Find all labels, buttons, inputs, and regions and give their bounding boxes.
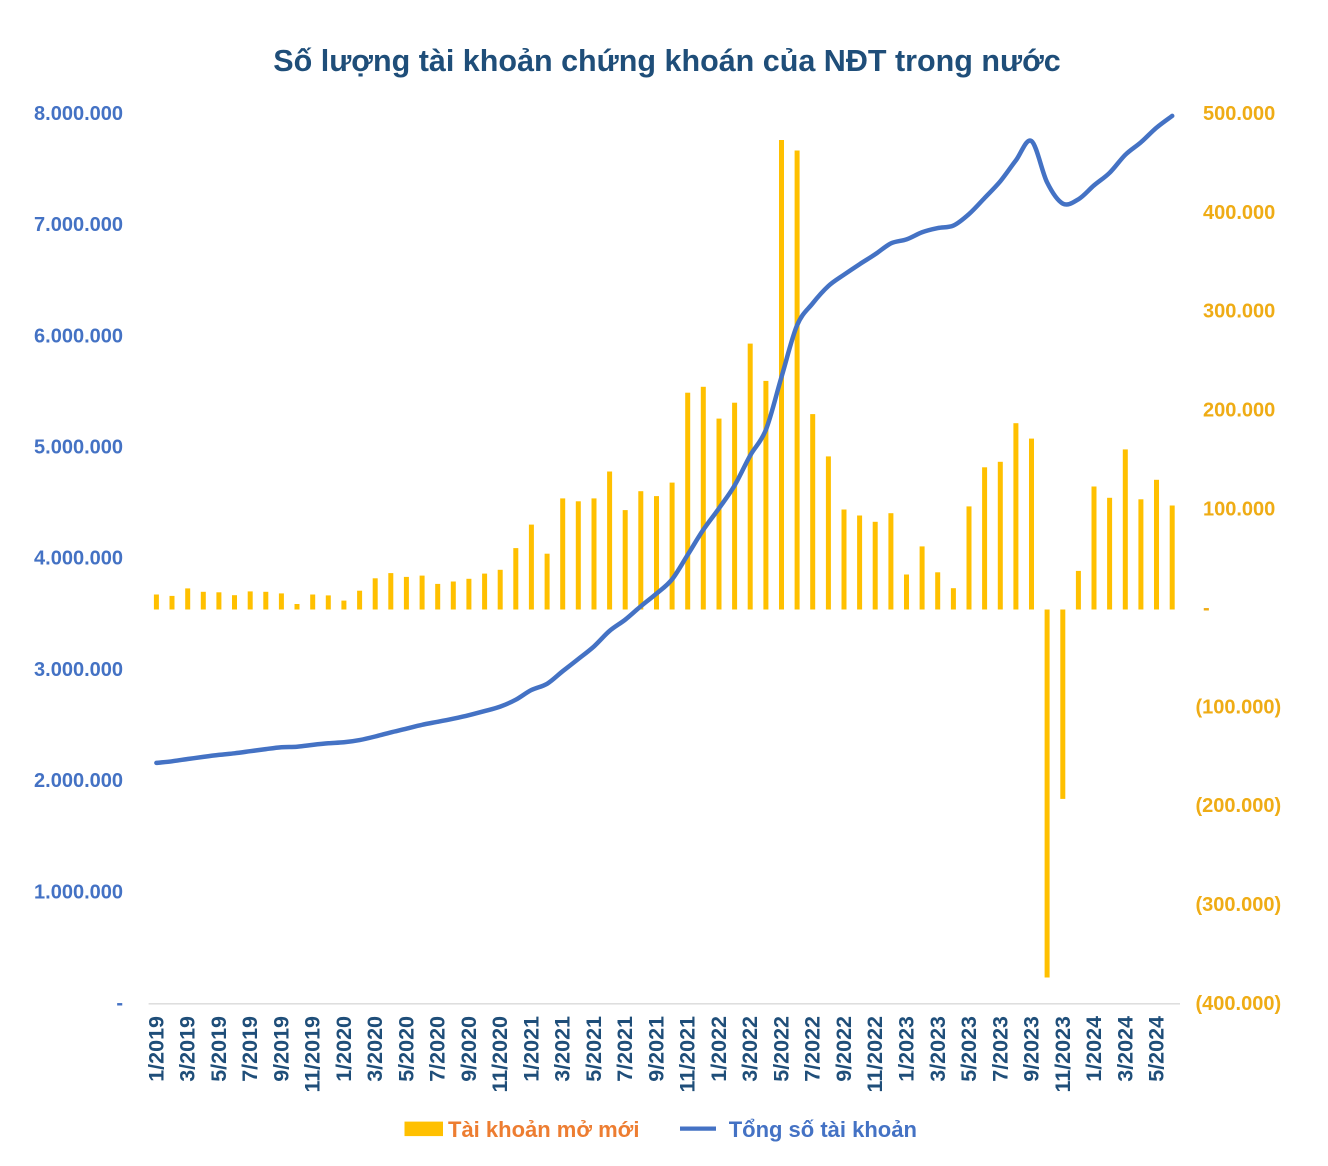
svg-text:3/2024: 3/2024 [1113,1016,1137,1082]
svg-text:400.000: 400.000 [1203,202,1275,224]
svg-text:9/2021: 9/2021 [645,1016,669,1082]
svg-text:9/2023: 9/2023 [1020,1016,1044,1082]
svg-text:9/2022: 9/2022 [832,1016,856,1082]
svg-text:7/2019: 7/2019 [238,1016,262,1082]
svg-text:7/2022: 7/2022 [801,1016,825,1082]
svg-text:Tài khoản mở mới: Tài khoản mở mới [448,1117,639,1142]
svg-text:4.000.000: 4.000.000 [34,548,123,570]
svg-text:-: - [116,993,123,1015]
svg-text:7/2023: 7/2023 [988,1016,1012,1082]
svg-text:5/2024: 5/2024 [1145,1016,1169,1082]
svg-text:2.000.000: 2.000.000 [34,770,123,792]
svg-text:3.000.000: 3.000.000 [34,659,123,681]
svg-text:1/2024: 1/2024 [1082,1016,1106,1082]
svg-text:1/2022: 1/2022 [707,1016,731,1082]
svg-text:5/2023: 5/2023 [957,1016,981,1082]
svg-text:300.000: 300.000 [1203,301,1275,323]
svg-text:200.000: 200.000 [1203,400,1275,422]
svg-text:9/2020: 9/2020 [457,1016,481,1082]
svg-text:7/2020: 7/2020 [426,1016,450,1082]
svg-text:100.000: 100.000 [1203,499,1275,521]
svg-text:11/2022: 11/2022 [863,1016,887,1093]
svg-text:11/2020: 11/2020 [488,1016,512,1093]
svg-text:Tổng số tài khoản: Tổng số tài khoản [729,1117,917,1142]
svg-text:1/2019: 1/2019 [144,1016,168,1082]
svg-text:1/2021: 1/2021 [519,1016,543,1082]
svg-text:5/2020: 5/2020 [394,1016,418,1082]
svg-text:7/2021: 7/2021 [613,1016,637,1082]
svg-text:5.000.000: 5.000.000 [34,437,123,459]
svg-text:5/2019: 5/2019 [207,1016,231,1082]
svg-text:(200.000): (200.000) [1196,795,1282,817]
svg-text:(100.000): (100.000) [1196,696,1282,718]
svg-text:1/2020: 1/2020 [332,1016,356,1082]
svg-text:3/2019: 3/2019 [176,1016,200,1082]
svg-text:3/2022: 3/2022 [738,1016,762,1082]
svg-text:3/2023: 3/2023 [926,1016,950,1082]
svg-text:-: - [1203,597,1210,619]
svg-text:(300.000): (300.000) [1196,894,1282,916]
svg-text:7.000.000: 7.000.000 [34,214,123,236]
svg-text:11/2019: 11/2019 [301,1016,325,1093]
svg-text:1/2023: 1/2023 [895,1016,919,1082]
svg-text:8.000.000: 8.000.000 [34,103,123,125]
svg-text:5/2022: 5/2022 [770,1016,794,1082]
svg-text:Số lượng tài khoản chứng khoán: Số lượng tài khoản chứng khoán của NĐT t… [273,44,1060,78]
svg-text:1.000.000: 1.000.000 [34,881,123,903]
svg-text:6.000.000: 6.000.000 [34,325,123,347]
svg-text:11/2023: 11/2023 [1051,1016,1075,1093]
svg-text:11/2021: 11/2021 [676,1016,700,1093]
svg-text:5/2021: 5/2021 [582,1016,606,1082]
svg-text:500.000: 500.000 [1203,103,1275,125]
svg-text:3/2020: 3/2020 [363,1016,387,1082]
svg-text:3/2021: 3/2021 [551,1016,575,1082]
svg-text:(400.000): (400.000) [1196,993,1282,1015]
svg-text:9/2019: 9/2019 [269,1016,293,1082]
